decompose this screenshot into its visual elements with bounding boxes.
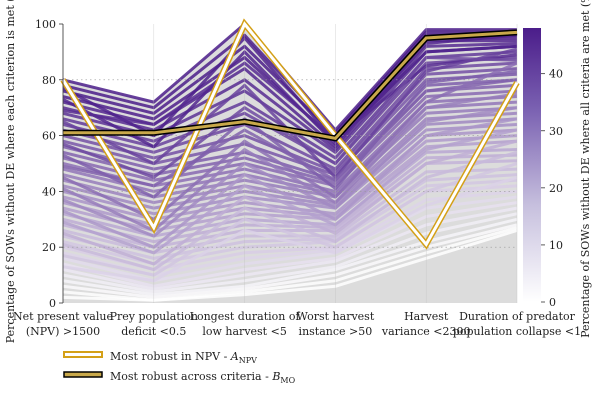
category-label-0: Net present value (NPV) >1500: [13, 310, 113, 338]
solution-line: [63, 72, 517, 177]
solution-line: [63, 176, 517, 283]
solution-line: [63, 106, 517, 199]
solution-line: [63, 217, 517, 297]
y-tick-label-60: 60: [42, 130, 56, 143]
solution-line: [63, 159, 517, 249]
legend-swatch-a-npv: [63, 351, 103, 358]
solution-line: [63, 139, 517, 266]
colorbar-tick-label-20: 20: [549, 182, 563, 195]
solution-line: [63, 162, 517, 277]
category-axes: [62, 24, 518, 303]
legend-swatch-b-mo: [63, 371, 103, 378]
colorbar-ticks: 0 10 20 30 40: [541, 68, 563, 309]
y-tick-label-0: 0: [49, 297, 56, 310]
colorbar-tick-label-10: 10: [549, 239, 563, 252]
solution-line: [63, 78, 517, 188]
solution-line: [63, 36, 517, 143]
y-axis: 0 20 40 60 80 100: [35, 18, 64, 310]
solution-line: [63, 229, 517, 302]
solution-line: [63, 78, 517, 182]
solution-line: [63, 212, 517, 294]
category-label-5: Duration of predator population collapse …: [453, 310, 581, 338]
gridlines: [63, 79, 517, 248]
legend-label-a-npv: Most robust in NPV - ANPV: [110, 350, 257, 365]
y-tick-label-20: 20: [42, 241, 56, 254]
category-label-2: Longest duration of low harvest <5: [190, 310, 301, 338]
solution-line: [63, 150, 517, 272]
solution-line: [63, 128, 517, 255]
solution-line: [63, 122, 517, 216]
y-tick-label-80: 80: [42, 74, 56, 87]
highlight-a-npv-line: [61, 21, 519, 248]
solution-line: [63, 223, 517, 299]
colorbar: [523, 28, 541, 302]
solution-line: [63, 61, 517, 221]
solution-line: [63, 55, 517, 179]
category-label-4: Harvest variance <2300: [381, 310, 471, 338]
colorbar-tick-label-0: 0: [549, 296, 556, 309]
solution-line: [63, 148, 517, 238]
solution-line: [63, 117, 517, 249]
y-tick-label-40: 40: [42, 185, 56, 198]
category-label-3: Worst harvest instance >50: [297, 310, 375, 338]
solution-line: [63, 128, 517, 221]
y-tick-label-100: 100: [35, 18, 56, 31]
plot-area: [63, 24, 517, 303]
solution-line: [63, 106, 517, 238]
legend: Most robust in NPV - ANPV Most robust ac…: [63, 350, 296, 385]
highlighted-solutions: [60, 18, 520, 250]
solution-line: [63, 55, 517, 165]
solution-line: [63, 33, 517, 149]
colorbar-tick-label-40: 40: [549, 68, 563, 81]
colorbar-label: Percentage of SOWs without DE where all …: [579, 0, 592, 338]
category-label-1: Prey population deficit <0.5: [110, 310, 198, 338]
colorbar-tick-label-30: 30: [549, 125, 563, 138]
legend-label-b-mo: Most robust across criteria - BMO: [110, 370, 296, 385]
y-axis-label: Percentage of SOWs without DE where each…: [4, 0, 17, 343]
solution-line: [63, 134, 517, 227]
solution-line: [63, 53, 517, 140]
solution-line: [63, 92, 517, 232]
highlight-b-mo-line: [63, 30, 518, 141]
